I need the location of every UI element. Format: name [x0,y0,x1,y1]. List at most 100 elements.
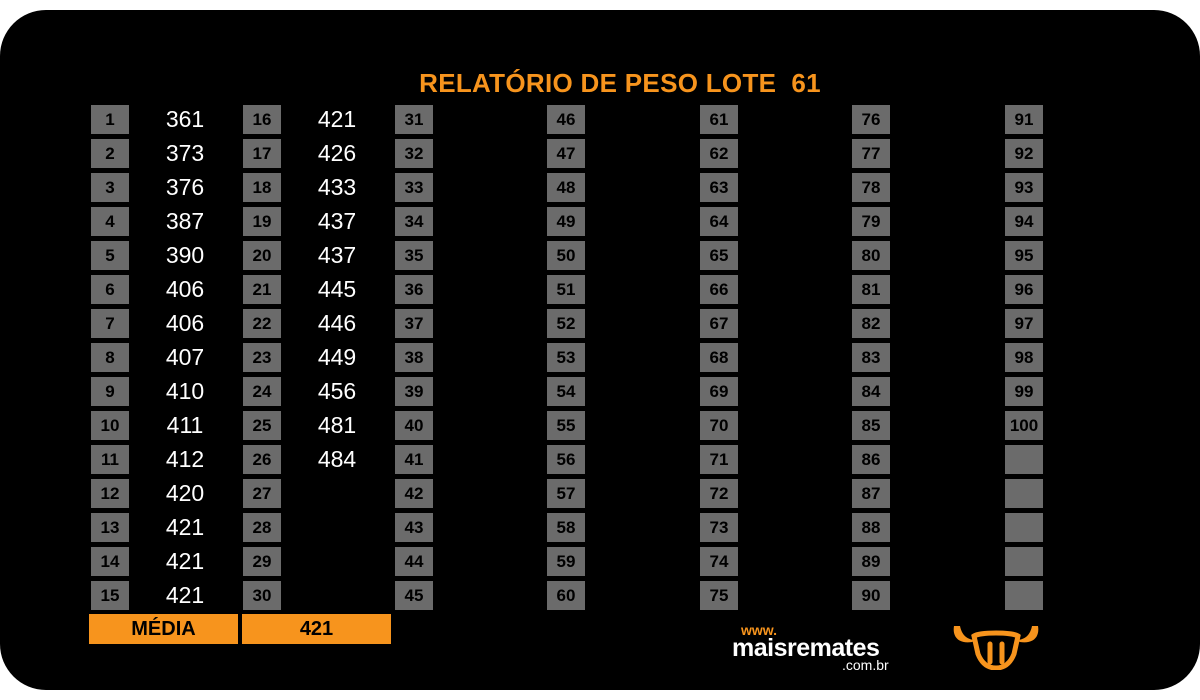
average-label: MÉDIA [89,614,238,644]
slot-number: 8 [91,343,129,372]
slot-number: 65 [700,241,738,270]
slot-number: 38 [395,343,433,372]
slot-number: 98 [1005,343,1043,372]
slot-number: 9 [91,377,129,406]
slot-number: 61 [700,105,738,134]
slot-number: 73 [700,513,738,542]
slot-number: 37 [395,309,433,338]
slot-number: 81 [852,275,890,304]
slot-number: 3 [91,173,129,202]
weight-value: 481 [317,412,357,438]
weight-value: 406 [165,276,205,302]
slot-number: 53 [547,343,585,372]
weight-value: 421 [165,548,205,574]
bull-head-icon [953,626,1039,670]
slot-number: 12 [91,479,129,508]
average-value: 421 [242,614,391,644]
weight-value: 421 [165,582,205,608]
slot-number: 32 [395,139,433,168]
slot-number: 22 [243,309,281,338]
slot-number: 34 [395,207,433,236]
weight-value: 411 [166,412,204,438]
slot-number: 48 [547,173,585,202]
slot-number: 57 [547,479,585,508]
empty-slot [1005,445,1043,474]
slot-number: 74 [700,547,738,576]
slot-number: 89 [852,547,890,576]
weight-value: 387 [165,208,205,234]
page-title: RELATÓRIO DE PESO LOTE 61 [419,68,821,98]
slot-number: 58 [547,513,585,542]
empty-slot [1005,479,1043,508]
slot-number: 35 [395,241,433,270]
slot-number: 44 [395,547,433,576]
slot-number: 7 [91,309,129,338]
slot-number: 25 [243,411,281,440]
weight-value: 421 [165,514,205,540]
weight-value: 449 [317,344,357,370]
slot-number: 60 [547,581,585,610]
slot-number: 16 [243,105,281,134]
slot-number: 70 [700,411,738,440]
slot-number: 91 [1005,105,1043,134]
weight-value: 376 [165,174,205,200]
slot-number: 2 [91,139,129,168]
slot-number: 49 [547,207,585,236]
report-board [0,10,1200,690]
slot-number: 29 [243,547,281,576]
slot-number: 46 [547,105,585,134]
slot-number: 96 [1005,275,1043,304]
weight-value: 410 [165,378,205,404]
slot-number: 15 [91,581,129,610]
slot-number: 92 [1005,139,1043,168]
slot-number: 88 [852,513,890,542]
slot-number: 40 [395,411,433,440]
slot-number: 100 [1005,411,1043,440]
weight-value: 421 [317,106,357,132]
slot-number: 75 [700,581,738,610]
brand-name: maisremates [732,634,880,662]
slot-number: 17 [243,139,281,168]
slot-number: 76 [852,105,890,134]
slot-number: 64 [700,207,738,236]
slot-number: 28 [243,513,281,542]
weight-value: 407 [165,344,205,370]
slot-number: 11 [91,445,129,474]
slot-number: 36 [395,275,433,304]
weight-value: 437 [317,242,357,268]
slot-number: 18 [243,173,281,202]
weight-value: 420 [165,480,205,506]
slot-number: 63 [700,173,738,202]
weight-value: 456 [317,378,357,404]
slot-number: 62 [700,139,738,168]
weight-value: 412 [165,446,205,472]
slot-number: 68 [700,343,738,372]
slot-number: 87 [852,479,890,508]
weight-value: 361 [165,106,205,132]
slot-number: 13 [91,513,129,542]
slot-number: 69 [700,377,738,406]
weight-value: 433 [317,174,357,200]
slot-number: 27 [243,479,281,508]
slot-number: 90 [852,581,890,610]
slot-number: 5 [91,241,129,270]
slot-number: 45 [395,581,433,610]
slot-number: 99 [1005,377,1043,406]
slot-number: 4 [91,207,129,236]
slot-number: 55 [547,411,585,440]
slot-number: 21 [243,275,281,304]
slot-number: 30 [243,581,281,610]
slot-number: 19 [243,207,281,236]
brand-domain: .com.br [842,657,889,673]
slot-number: 54 [547,377,585,406]
slot-number: 97 [1005,309,1043,338]
weight-value: 445 [317,276,357,302]
slot-number: 50 [547,241,585,270]
slot-number: 26 [243,445,281,474]
empty-slot [1005,581,1043,610]
slot-number: 24 [243,377,281,406]
slot-number: 95 [1005,241,1043,270]
slot-number: 10 [91,411,129,440]
slot-number: 51 [547,275,585,304]
slot-number: 31 [395,105,433,134]
